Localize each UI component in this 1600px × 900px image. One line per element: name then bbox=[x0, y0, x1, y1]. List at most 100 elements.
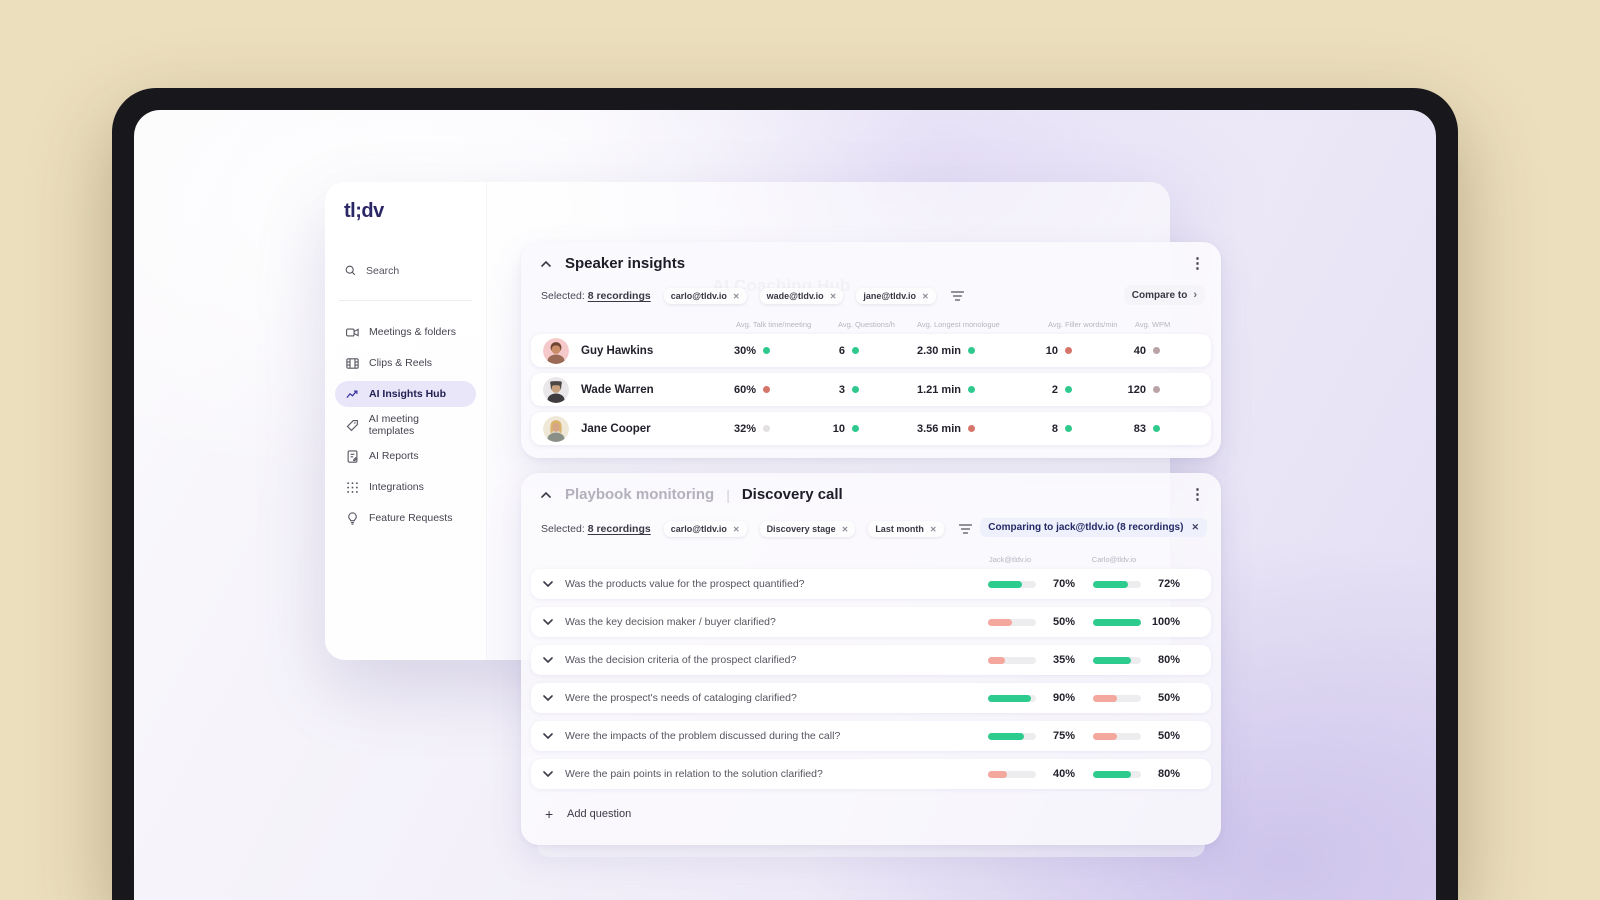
progress-track bbox=[1093, 580, 1141, 588]
question-text: Were the pain points in relation to the … bbox=[565, 768, 823, 780]
search-label: Search bbox=[366, 264, 400, 277]
kebab-menu-icon[interactable]: ⋮ bbox=[1190, 255, 1205, 272]
progress-fill-green bbox=[988, 732, 1024, 740]
chevron-down-icon[interactable] bbox=[543, 619, 553, 625]
question-text: Were the prospect's needs of cataloging … bbox=[565, 692, 797, 704]
sidebar-item-ai-insights-hub[interactable]: AI Insights Hub bbox=[335, 381, 476, 407]
filter-chip[interactable]: carlo@tldv.io ✕ bbox=[663, 521, 747, 537]
remove-comparison-icon[interactable]: ✕ bbox=[1191, 522, 1199, 532]
kebab-menu-icon[interactable]: ⋮ bbox=[1190, 486, 1205, 503]
progress-fill-salmon bbox=[988, 770, 1008, 778]
sidebar-item-meetings-folders[interactable]: Meetings & folders bbox=[335, 319, 476, 345]
discovery-call-title: Discovery call bbox=[741, 486, 843, 503]
metric-cell: 60% bbox=[734, 384, 770, 396]
question-row[interactable]: Were the pain points in relation to the … bbox=[531, 759, 1211, 789]
filter-chip[interactable]: Last month ✕ bbox=[868, 521, 944, 537]
sidebar-item-ai-reports[interactable]: AI Reports bbox=[335, 443, 476, 469]
filter-chip[interactable]: Discovery stage ✕ bbox=[759, 521, 856, 537]
progress-percent: 100% bbox=[1151, 616, 1180, 628]
playbook-filter-chips: carlo@tldv.io ✕ Discovery stage ✕ Last month… bbox=[663, 521, 944, 537]
add-question-button[interactable]: + Add question bbox=[545, 806, 632, 822]
progress-fill-green bbox=[1093, 618, 1141, 626]
metric-value: 83 bbox=[1133, 422, 1146, 435]
progress-fill-green bbox=[1093, 770, 1132, 778]
metric-value: 1.21 min bbox=[916, 383, 961, 396]
progress-fill-green bbox=[988, 694, 1032, 702]
column-header: Jack@tldv.io bbox=[988, 555, 1032, 564]
filter-chip-label: Discovery stage bbox=[766, 524, 836, 534]
chevron-down-icon[interactable] bbox=[543, 695, 553, 701]
sidebar-item-label: AI Insights Hub bbox=[369, 388, 446, 400]
progress-percent: 72% bbox=[1157, 578, 1180, 590]
question-row[interactable]: Was the key decision maker / buyer clari… bbox=[531, 607, 1211, 637]
column-header: Avg. Questions/h bbox=[838, 320, 895, 329]
sidebar: tl;dv Search Meetings & folders Clips & R… bbox=[325, 182, 487, 660]
filter-chip-label: carlo@tldv.io bbox=[670, 524, 727, 534]
metric-cell: 2.30 min bbox=[917, 345, 975, 357]
metric-value: 40 bbox=[1133, 344, 1146, 357]
selected-recordings-link[interactable]: 8 recordings bbox=[587, 290, 651, 302]
avatar bbox=[543, 337, 569, 364]
filter-chip[interactable]: carlo@tldv.io ✕ bbox=[663, 288, 747, 304]
remove-chip-icon[interactable]: ✕ bbox=[841, 524, 849, 534]
progress-percent: 35% bbox=[1052, 654, 1075, 666]
collapse-chevron-up-icon[interactable] bbox=[539, 488, 553, 502]
metric-cell: 83 bbox=[1134, 423, 1160, 435]
speaker-row[interactable]: Guy Hawkins 30% 6 2.30 min 10 40 bbox=[531, 334, 1211, 367]
progress-percent: 50% bbox=[1157, 692, 1180, 704]
selected-recordings-link[interactable]: 8 recordings bbox=[587, 523, 651, 535]
speaker-row[interactable]: Jane Cooper 32% 10 3.56 min 8 83 bbox=[531, 412, 1211, 445]
question-row[interactable]: Was the decision criteria of the prospec… bbox=[531, 645, 1211, 675]
sidebar-item-feature-requests[interactable]: Feature Requests bbox=[335, 505, 476, 531]
filter-icon[interactable] bbox=[950, 291, 964, 301]
progress-track bbox=[988, 732, 1036, 740]
metric-cell: 6 bbox=[839, 345, 859, 357]
remove-chip-icon[interactable]: ✕ bbox=[732, 291, 740, 301]
chevron-down-icon[interactable] bbox=[543, 733, 553, 739]
question-row[interactable]: Were the impacts of the problem discusse… bbox=[531, 721, 1211, 751]
chevron-down-icon[interactable] bbox=[543, 771, 553, 777]
question-row[interactable]: Was the products value for the prospect … bbox=[531, 569, 1211, 599]
progress-track bbox=[1093, 618, 1141, 626]
status-dot-gray bbox=[1153, 386, 1160, 393]
metric-cell: 32% bbox=[734, 423, 770, 435]
remove-chip-icon[interactable]: ✕ bbox=[929, 524, 937, 534]
chevron-down-icon[interactable] bbox=[543, 657, 553, 663]
stacked-card-edge bbox=[537, 845, 1205, 857]
sidebar-divider bbox=[339, 300, 472, 301]
chevron-down-icon[interactable] bbox=[543, 581, 553, 587]
compare-to-button[interactable]: Compare to › bbox=[1123, 285, 1205, 305]
filter-chip-label: jane@tldv.io bbox=[863, 291, 917, 301]
film-icon bbox=[345, 356, 360, 371]
search-button[interactable]: Search bbox=[344, 264, 399, 277]
collapse-chevron-up-icon[interactable] bbox=[539, 257, 553, 271]
speaker-row[interactable]: Wade Warren 60% 3 1.21 min 2 120 bbox=[531, 373, 1211, 406]
template-tag-icon bbox=[345, 418, 360, 433]
metric-value: 10 bbox=[832, 422, 845, 435]
status-dot-green bbox=[852, 347, 859, 354]
speaker-name: Guy Hawkins bbox=[581, 344, 654, 357]
sidebar-item-clips-reels[interactable]: Clips & Reels bbox=[335, 350, 476, 376]
question-list: Was the products value for the prospect … bbox=[531, 569, 1211, 789]
filter-chip[interactable]: wade@tldv.io ✕ bbox=[759, 288, 844, 304]
metric-cell: 30% bbox=[734, 345, 770, 357]
filter-icon[interactable] bbox=[958, 524, 972, 534]
question-row[interactable]: Were the prospect's needs of cataloging … bbox=[531, 683, 1211, 713]
remove-chip-icon[interactable]: ✕ bbox=[829, 291, 837, 301]
sidebar-item-ai-meeting-templates[interactable]: AI meeting templates bbox=[335, 412, 476, 438]
progress-percent: 70% bbox=[1052, 578, 1075, 590]
remove-chip-icon[interactable]: ✕ bbox=[922, 291, 929, 301]
status-dot-green bbox=[1153, 425, 1160, 432]
status-dot-gray bbox=[1153, 347, 1160, 354]
sidebar-item-integrations[interactable]: Integrations bbox=[335, 474, 476, 500]
progress-fill-green bbox=[988, 580, 1022, 588]
metric-value: 60% bbox=[733, 383, 756, 396]
remove-chip-icon[interactable]: ✕ bbox=[732, 524, 740, 534]
metric-cell: 2 bbox=[1052, 384, 1072, 396]
status-dot-green bbox=[763, 347, 770, 354]
video-camera-icon bbox=[345, 325, 360, 340]
filter-chip[interactable]: jane@tldv.io ✕ bbox=[856, 288, 936, 304]
metric-value: 3 bbox=[838, 383, 845, 396]
progress-track bbox=[988, 694, 1036, 702]
comparing-to-chip[interactable]: Comparing to jack@tldv.io (8 recordings)… bbox=[980, 518, 1207, 537]
